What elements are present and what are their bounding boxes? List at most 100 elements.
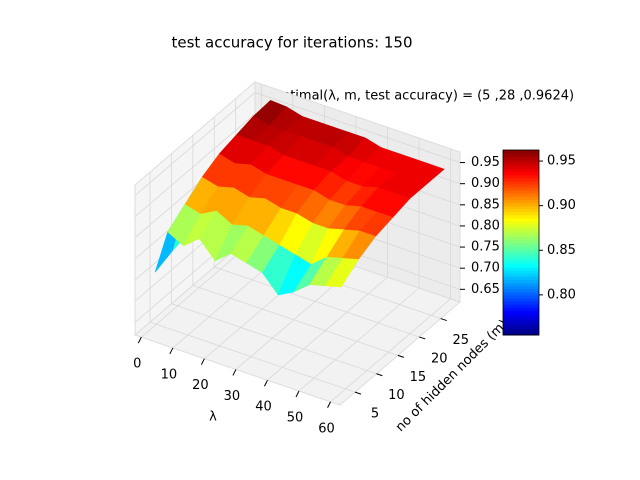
colorbar-segment (503, 202, 539, 206)
colorbar-segment (503, 165, 539, 169)
z-tick-label: 0.65 (471, 282, 500, 297)
colorbar-segment (503, 171, 539, 176)
colorbar-segment (503, 193, 539, 197)
z-tick-label: 0.75 (471, 240, 500, 255)
colorbar-segment (503, 227, 539, 231)
grid-line (171, 303, 377, 375)
grid-line (267, 276, 388, 381)
colorbar-segment (503, 313, 539, 317)
colorbar-tick-label: 0.90 (547, 198, 576, 213)
colorbar-segment (503, 294, 539, 299)
colorbar-segment (503, 156, 539, 160)
y-tick-label: 10 (388, 388, 405, 403)
x-tick-label: 20 (192, 378, 209, 393)
colorbar-segment (503, 187, 539, 191)
grid-line (298, 287, 420, 392)
colorbar-segment (503, 220, 539, 225)
colorbar-segment (503, 162, 539, 166)
colorbar-segment (503, 248, 539, 253)
colorbar-segment (503, 254, 539, 259)
x-tick-label: 60 (318, 421, 335, 436)
colorbar-segment (503, 328, 539, 333)
colorbar-segment (503, 230, 539, 234)
colorbar-segment (503, 168, 539, 173)
colorbar-segment (503, 257, 539, 262)
colorbar-tick-label: 0.95 (547, 154, 576, 169)
colorbar-tick-label: 0.85 (547, 243, 576, 258)
colorbar-segment (503, 325, 539, 330)
colorbar-segment (503, 298, 539, 302)
x-tick-label: 30 (224, 389, 241, 404)
colorbar-segment (503, 307, 539, 311)
x-tick-label: 0 (133, 357, 141, 372)
y-tick (440, 318, 447, 322)
colorbar-segment (503, 270, 539, 274)
y-tick-label: 25 (452, 333, 469, 348)
colorbar-segment (503, 183, 539, 188)
z-tick-label: 0.80 (471, 218, 500, 233)
colorbar-segment (503, 174, 539, 179)
colorbar-segment (503, 180, 539, 185)
colorbar-frame (502, 149, 540, 336)
x-tick-label: 40 (255, 400, 272, 415)
y-tick-label: 20 (431, 351, 448, 366)
colorbar-segment (503, 245, 539, 250)
grid-line (214, 266, 420, 338)
colorbar-segment (503, 150, 539, 154)
y-tick (354, 391, 362, 395)
x-tick (169, 347, 174, 355)
colorbar-segment (503, 261, 539, 265)
y-tick-label: 15 (410, 370, 427, 385)
y-tick-label: 5 (371, 407, 379, 422)
x-tick-label: 50 (287, 411, 304, 426)
z-tick-label: 0.70 (471, 261, 500, 276)
colorbar-segment (503, 279, 539, 284)
colorbar-tick-label: 0.80 (547, 287, 576, 302)
colorbar-segment (503, 288, 539, 293)
colorbar-segment (503, 319, 539, 324)
y-tick (376, 373, 383, 377)
colorbar-segment (503, 205, 539, 210)
z-tick-label: 0.85 (471, 197, 500, 212)
colorbar-segment (503, 217, 539, 222)
colorbar-segment (503, 233, 539, 237)
colorbar-segment (503, 310, 539, 314)
colorbar-segment (503, 239, 539, 243)
x-tick (137, 336, 142, 344)
colorbar-segment (503, 214, 539, 219)
colorbar-segment (503, 153, 539, 157)
grid-line (192, 284, 398, 356)
colorbar-segment (503, 196, 539, 200)
colorbar-segment (503, 316, 539, 321)
grid-line (134, 92, 256, 196)
colorbar-segment (503, 208, 539, 213)
colorbar-segment (503, 211, 539, 216)
colorbar-segment (503, 251, 539, 256)
grid-line (254, 92, 461, 163)
colorbar-segment (503, 276, 539, 280)
annotation: optimal(λ, m, test accuracy) = (5 ,28 ,0… (274, 89, 574, 104)
colorbar-segment (503, 301, 539, 305)
chart-title: test accuracy for iterations: 150 (171, 34, 412, 52)
x-tick (295, 390, 300, 398)
colorbar-segment (503, 236, 539, 240)
colorbar-segment (503, 177, 539, 182)
colorbar-segment (503, 273, 539, 277)
x-tick (327, 401, 331, 408)
colorbar-segment (503, 267, 539, 271)
colorbar-segment (503, 264, 539, 268)
colorbar-segment (503, 190, 539, 194)
z-tick-label: 0.95 (471, 155, 500, 170)
grid-line (330, 298, 451, 403)
y-tick (397, 354, 405, 358)
colorbar-segment (503, 304, 539, 308)
colorbar-segment (503, 285, 539, 290)
x-tick (232, 369, 237, 376)
x-tick (264, 380, 268, 387)
y-tick (419, 336, 426, 340)
colorbar-segment (503, 291, 539, 296)
z-tick-label: 0.90 (471, 176, 500, 191)
colorbar-segment (503, 159, 539, 163)
colorbar-segment (503, 224, 539, 228)
